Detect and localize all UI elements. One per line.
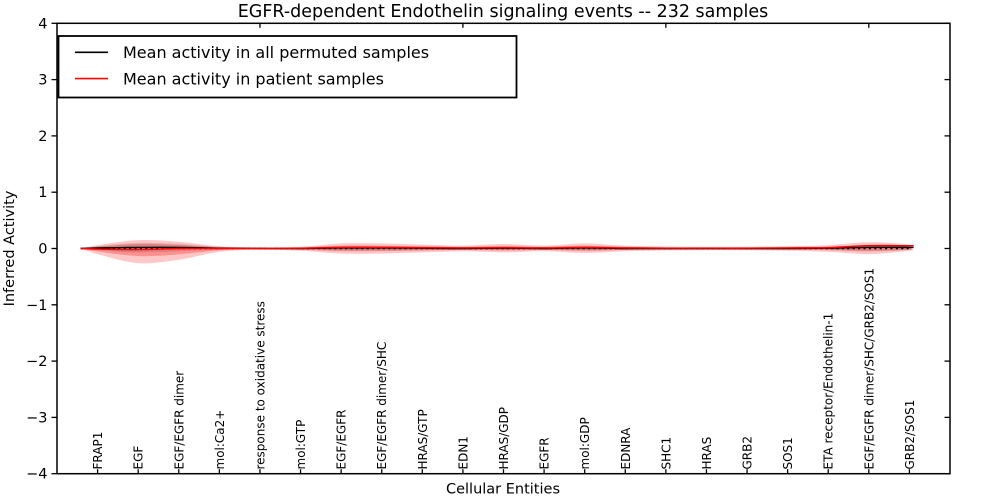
entity-label: GRB2 <box>741 436 755 470</box>
patient-band-layer <box>80 239 914 264</box>
entity-label: GRB2/SOS1 <box>903 400 917 470</box>
y-ticks-right <box>944 22 950 475</box>
y-tick-label: −2 <box>26 354 47 370</box>
entity-label: EGFR <box>538 437 552 469</box>
entity-label: EDNRA <box>619 427 633 470</box>
entity-label: mol:Ca2+ <box>213 410 227 470</box>
entity-label: EGF <box>132 446 146 470</box>
entity-label: EGF/EGFR dimer/SHC/GRB2/SOS1 <box>862 268 876 470</box>
x-ticks-top <box>259 23 870 28</box>
legend: Mean activity in all permuted samples Me… <box>57 35 518 99</box>
y-tick-label: 0 <box>38 242 47 258</box>
entity-label: HRAS <box>700 437 714 470</box>
y-tick-label: 3 <box>38 73 47 89</box>
y-tick-label: −1 <box>26 298 47 314</box>
entity-label: SHC1 <box>659 437 673 470</box>
entity-label: mol:GDP <box>578 417 592 469</box>
y-tick-label: −4 <box>26 467 47 483</box>
chart-title: EGFR-dependent Endothelin signaling even… <box>238 2 769 22</box>
entity-label: HRAS/GDP <box>497 407 511 470</box>
entity-label: ETA receptor/Endothelin-1 <box>822 313 836 470</box>
patient-band-outer <box>80 239 914 264</box>
entity-label: EGF/EGFR <box>335 410 349 470</box>
entity-label: FRAP1 <box>91 432 105 470</box>
y-tick-label: 1 <box>38 185 47 201</box>
legend-box <box>57 35 518 99</box>
y-ticks-left <box>51 22 57 475</box>
entity-labels: FRAP1 EGF EGF/EGFR dimer mol:Ca2+ response t… <box>91 268 917 470</box>
entity-label: response to oxidative stress <box>254 301 268 469</box>
patient-mean-line <box>80 244 914 251</box>
entity-label: EGF/EGFR dimer/SHC <box>375 342 389 470</box>
entity-label: EGF/EGFR dimer <box>172 371 186 470</box>
legend-permuted-label: Mean activity in all permuted samples <box>123 43 429 62</box>
y-tick-label: 4 <box>38 16 47 32</box>
entity-label: EDN1 <box>456 436 470 469</box>
y-axis-label: Inferred Activity <box>2 190 18 306</box>
entity-label: SOS1 <box>781 437 795 469</box>
y-tick-labels: 4 3 2 1 0 −1 −2 −3 −4 <box>26 16 47 482</box>
x-ticks-bottom <box>96 469 911 474</box>
entity-label: mol:GTP <box>294 420 308 470</box>
legend-patient-label: Mean activity in patient samples <box>123 69 384 88</box>
plot-area <box>80 239 914 264</box>
patient-band-inner <box>80 244 914 257</box>
entity-label: HRAS/GTP <box>416 409 430 469</box>
x-axis-label: Cellular Entities <box>446 482 560 498</box>
y-tick-label: −3 <box>26 410 47 426</box>
y-tick-label: 2 <box>38 129 47 145</box>
